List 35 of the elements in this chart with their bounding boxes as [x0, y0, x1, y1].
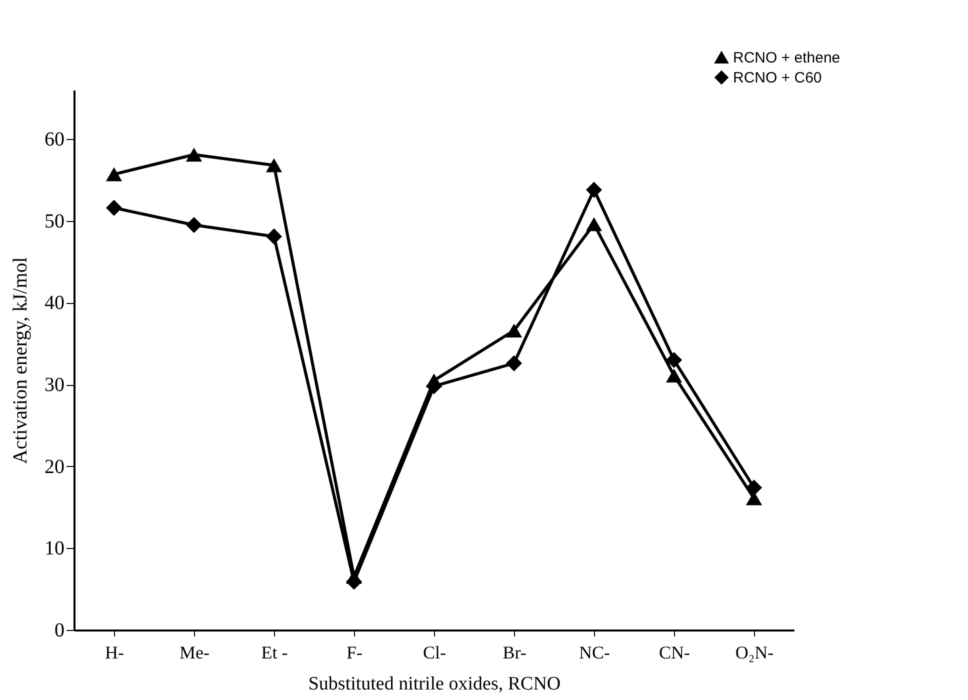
point [666, 352, 682, 368]
point [506, 355, 522, 372]
point [586, 182, 602, 198]
legend-label: RCNO + C60 [733, 70, 822, 86]
point [106, 200, 122, 216]
point [426, 373, 442, 388]
x-tick-label: Et - [261, 642, 288, 662]
x-tick-label: Cl- [422, 642, 446, 662]
x-tick-label: O₂N- [735, 642, 774, 662]
x-tick-label: F- [346, 642, 363, 662]
point [506, 324, 522, 338]
point [186, 216, 202, 234]
x-tick-label: H- [105, 642, 124, 662]
y-tick-label: 50 [44, 210, 64, 232]
y-tick-label: 60 [44, 128, 64, 151]
y-tick-label: 10 [44, 538, 64, 560]
x-axis-title: Substituted nitrile oxides, RCNO [308, 674, 561, 694]
x-tick-label: Me- [180, 642, 210, 662]
point [746, 480, 762, 496]
y-tick-label: 30 [44, 374, 64, 396]
x-tick-label: Br- [502, 642, 526, 662]
x-tick-label: CN- [659, 642, 690, 662]
point [266, 158, 282, 172]
point [266, 228, 282, 245]
y-tick-label: 40 [44, 292, 64, 314]
point [186, 148, 202, 162]
point [586, 217, 602, 232]
legend-label: RCNO + ethene [733, 50, 840, 66]
y-axis-title: Activation energy, kJ/mol [10, 256, 32, 464]
y-tick-label: 0 [54, 620, 64, 642]
x-tick-label: NC- [579, 642, 610, 662]
y-tick-label: 20 [44, 456, 64, 478]
point [346, 570, 362, 584]
point [106, 167, 122, 182]
point [666, 368, 682, 383]
